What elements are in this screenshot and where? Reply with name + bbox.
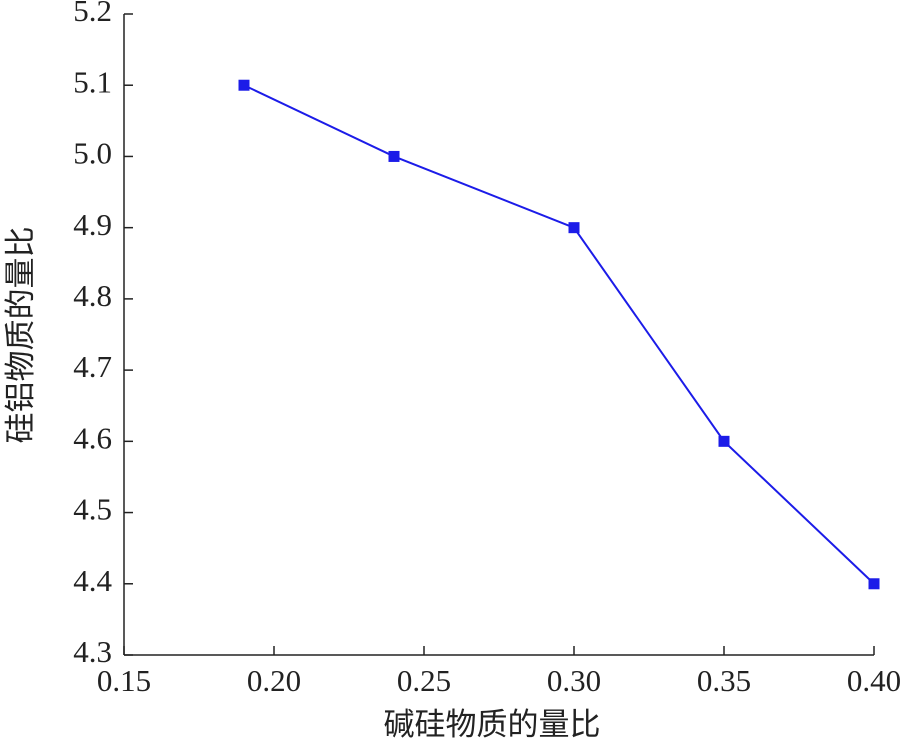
y-tick-label: 4.5: [73, 492, 112, 527]
x-tick-label: 0.40: [847, 663, 900, 698]
y-tick-label: 4.7: [73, 349, 112, 384]
series-line: [243, 84, 875, 585]
x-tick-label: 0.15: [97, 663, 151, 698]
y-tick-label: 5.2: [73, 0, 112, 28]
x-axis-title: 碱硅物质的量比: [384, 707, 601, 742]
point-marker: [238, 79, 250, 91]
y-tick-label: 4.8: [73, 278, 112, 313]
y-tick-label: 4.3: [73, 634, 112, 669]
y-tick-label: 5.1: [73, 64, 112, 99]
y-tick-label: 4.9: [73, 207, 112, 242]
point-marker: [868, 578, 880, 590]
x-tick-label: 0.20: [247, 663, 301, 698]
point-marker: [568, 222, 580, 234]
y-tick-label: 4.6: [73, 420, 112, 455]
x-tick-label: 0.30: [547, 663, 601, 698]
x-tick-label: 0.35: [697, 663, 751, 698]
point-marker: [388, 150, 400, 162]
point-marker: [718, 435, 730, 447]
y-tick-label: 5.0: [73, 136, 112, 171]
x-tick-label: 0.25: [397, 663, 451, 698]
y-axis-title: 硅铝物质的量比: [3, 227, 38, 444]
y-tick-label: 4.4: [73, 563, 112, 598]
